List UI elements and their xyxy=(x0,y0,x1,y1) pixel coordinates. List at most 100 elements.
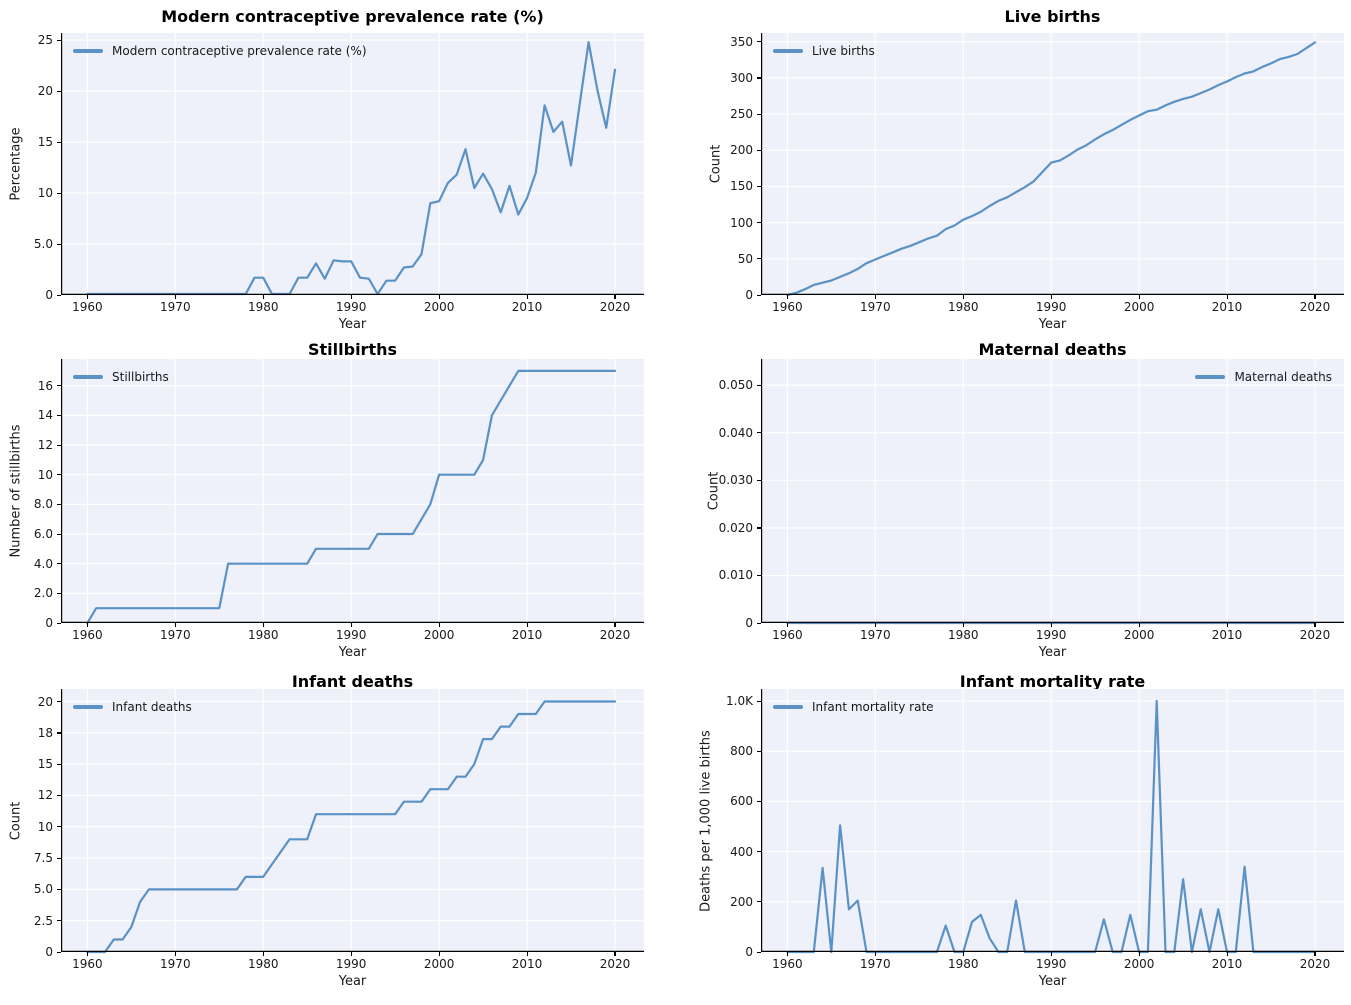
plot-area xyxy=(61,33,644,296)
chart-title: Infant deaths xyxy=(291,672,414,691)
plot-background xyxy=(761,689,1344,952)
x-tick-mark xyxy=(614,952,616,956)
x-tick-mark xyxy=(962,623,964,627)
x-tick-label: 1980 xyxy=(247,957,279,971)
x-tick-label: 1960 xyxy=(72,957,103,971)
y-tick-label: 1.0K xyxy=(726,694,753,709)
y-tick-mark xyxy=(57,243,61,245)
data-line xyxy=(86,700,617,954)
y-tick-mark xyxy=(57,90,61,92)
y-tick-label: 150 xyxy=(730,179,753,194)
x-tick-label: 2000 xyxy=(1123,957,1155,971)
x-tick-mark xyxy=(262,952,264,956)
x-tick-mark xyxy=(438,952,440,956)
y-tick-label: 6.0 xyxy=(33,527,53,541)
x-axis-label: Year xyxy=(338,317,367,332)
x-tick-label: 1980 xyxy=(247,628,279,642)
x-tick-mark xyxy=(962,295,964,299)
x-tick-label: 1960 xyxy=(772,628,803,642)
y-tick-mark xyxy=(57,920,61,922)
y-tick-label: 16 xyxy=(37,378,53,393)
chart-title: Live births xyxy=(1004,7,1101,26)
y-tick-mark xyxy=(57,794,61,797)
y-tick-label: 15 xyxy=(37,135,53,150)
y-tick-mark xyxy=(57,732,61,734)
y-tick-mark xyxy=(57,414,61,417)
x-tick-label: 2020 xyxy=(599,628,631,642)
y-tick-label: 12 xyxy=(37,438,53,453)
x-tick-mark xyxy=(262,295,264,299)
x-tick-mark xyxy=(350,952,352,956)
x-tick-mark xyxy=(174,295,176,299)
x-tick-label: 1970 xyxy=(160,300,191,314)
y-tick-mark xyxy=(57,888,61,891)
y-tick-mark xyxy=(757,384,761,386)
subplot-maternal-deaths: Maternal deaths Count Maternal deaths Ye… xyxy=(676,335,1351,670)
y-tick-label: 4.0 xyxy=(33,556,53,571)
y-tick-mark xyxy=(757,622,761,624)
y-tick-label: 10 xyxy=(37,467,53,482)
legend-label: Infant deaths xyxy=(112,700,192,714)
x-tick-label: 2000 xyxy=(1123,628,1155,642)
x-tick-label: 2020 xyxy=(599,957,631,971)
x-tick-label: 2010 xyxy=(1211,957,1243,971)
legend: Modern contraceptive prevalence rate (%) xyxy=(73,44,367,58)
y-tick-mark xyxy=(757,294,761,296)
plot-background xyxy=(61,33,644,295)
y-tick-mark xyxy=(57,592,61,595)
chart-title: Infant mortality rate xyxy=(959,672,1146,691)
x-tick-mark xyxy=(1314,623,1316,627)
x-tick-label: 2020 xyxy=(599,300,631,314)
plot-background xyxy=(61,689,644,952)
y-tick-mark xyxy=(57,763,61,765)
y-tick-label: 250 xyxy=(730,107,753,122)
x-tick-mark xyxy=(262,623,264,627)
x-tick-mark xyxy=(526,952,528,956)
x-tick-label: 2000 xyxy=(423,957,455,971)
y-tick-label: 10 xyxy=(37,819,53,834)
legend-label: Maternal deaths xyxy=(1234,370,1332,384)
y-tick-label: 0 xyxy=(745,616,753,630)
x-tick-mark xyxy=(962,952,964,956)
subplot-infant-deaths: Infant deaths Count Infant deaths Year 1… xyxy=(0,670,675,1005)
y-tick-label: 600 xyxy=(730,794,753,809)
x-tick-label: 1960 xyxy=(772,300,803,314)
x-tick-mark xyxy=(438,295,440,299)
legend: Stillbirths xyxy=(73,370,169,384)
y-tick-label: 10 xyxy=(37,186,53,201)
x-tick-mark xyxy=(86,295,89,299)
x-tick-label: 1990 xyxy=(1035,628,1067,642)
y-tick-mark xyxy=(57,533,61,535)
x-axis-label: Year xyxy=(1038,974,1067,989)
x-tick-label: 1960 xyxy=(72,300,103,314)
y-tick-label: 0 xyxy=(745,288,753,302)
legend-label: Live births xyxy=(812,44,875,58)
y-tick-label: 0.040 xyxy=(718,425,753,440)
y-tick-mark xyxy=(757,800,761,803)
x-tick-label: 1990 xyxy=(1035,957,1067,971)
x-tick-mark xyxy=(874,295,876,299)
plot-area xyxy=(761,359,1344,625)
x-tick-label: 2010 xyxy=(1211,300,1243,314)
x-axis-label: Year xyxy=(338,974,367,989)
subplot-stillbirths: Stillbirths Number of stillbirths Stillb… xyxy=(0,335,675,670)
x-tick-label: 2010 xyxy=(511,957,543,971)
chart-title: Modern contraceptive prevalence rate (%) xyxy=(161,7,544,26)
y-tick-mark xyxy=(57,503,61,506)
x-tick-label: 2020 xyxy=(1299,628,1331,642)
y-tick-mark xyxy=(57,192,61,194)
x-tick-mark xyxy=(1050,952,1052,956)
x-tick-mark xyxy=(786,623,789,627)
x-tick-label: 1960 xyxy=(772,957,803,971)
plot-area xyxy=(761,689,1344,954)
x-tick-mark xyxy=(874,623,876,627)
x-tick-mark xyxy=(1226,952,1228,956)
y-tick-label: 7.5 xyxy=(33,851,53,866)
y-tick-label: 12 xyxy=(37,788,53,803)
x-tick-label: 1990 xyxy=(335,300,367,314)
y-tick-mark xyxy=(57,622,61,624)
x-tick-label: 1990 xyxy=(335,957,367,971)
y-tick-mark xyxy=(57,857,61,859)
x-tick-mark xyxy=(86,623,89,627)
y-tick-mark xyxy=(757,851,761,853)
